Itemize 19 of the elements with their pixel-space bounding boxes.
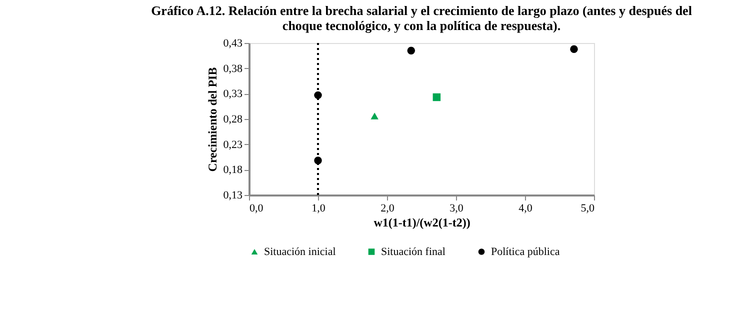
y-tick-label: 0,18 — [223, 164, 243, 176]
x-tick-label: 4,0 — [518, 202, 533, 214]
y-tick-label: 0,13 — [223, 190, 243, 202]
x-tick-label: 0,0 — [250, 202, 264, 214]
x-tick-label: 5,0 — [580, 202, 595, 214]
y-tick-label: 0,43 — [223, 38, 243, 50]
x-tick-label: 1,0 — [312, 202, 326, 214]
y-tick-label: 0,38 — [223, 62, 243, 75]
y-tick-label: 0,28 — [223, 114, 243, 126]
y-tick-label: 0,33 — [223, 88, 243, 100]
y-tick-label: 0,23 — [223, 138, 243, 151]
legend-label: Situación inicial — [264, 246, 336, 258]
x-tick-label: 2,0 — [380, 202, 395, 214]
legend-label: Política pública — [491, 246, 560, 258]
x-tick-label: 3,0 — [450, 202, 464, 214]
x-axis-title: w1(1-t1)/(w2(1-t2)) — [374, 216, 470, 230]
y-axis-title: Crecimiento del PIB — [205, 67, 220, 172]
legend-label: Situación final — [381, 246, 446, 258]
chart-title: Gráfico A.12. Relación entre la brecha salarial y el crecimiento de largo plazo (antes y después del choque tecnológico, y con la política de respuesta). — [151, 3, 692, 33]
